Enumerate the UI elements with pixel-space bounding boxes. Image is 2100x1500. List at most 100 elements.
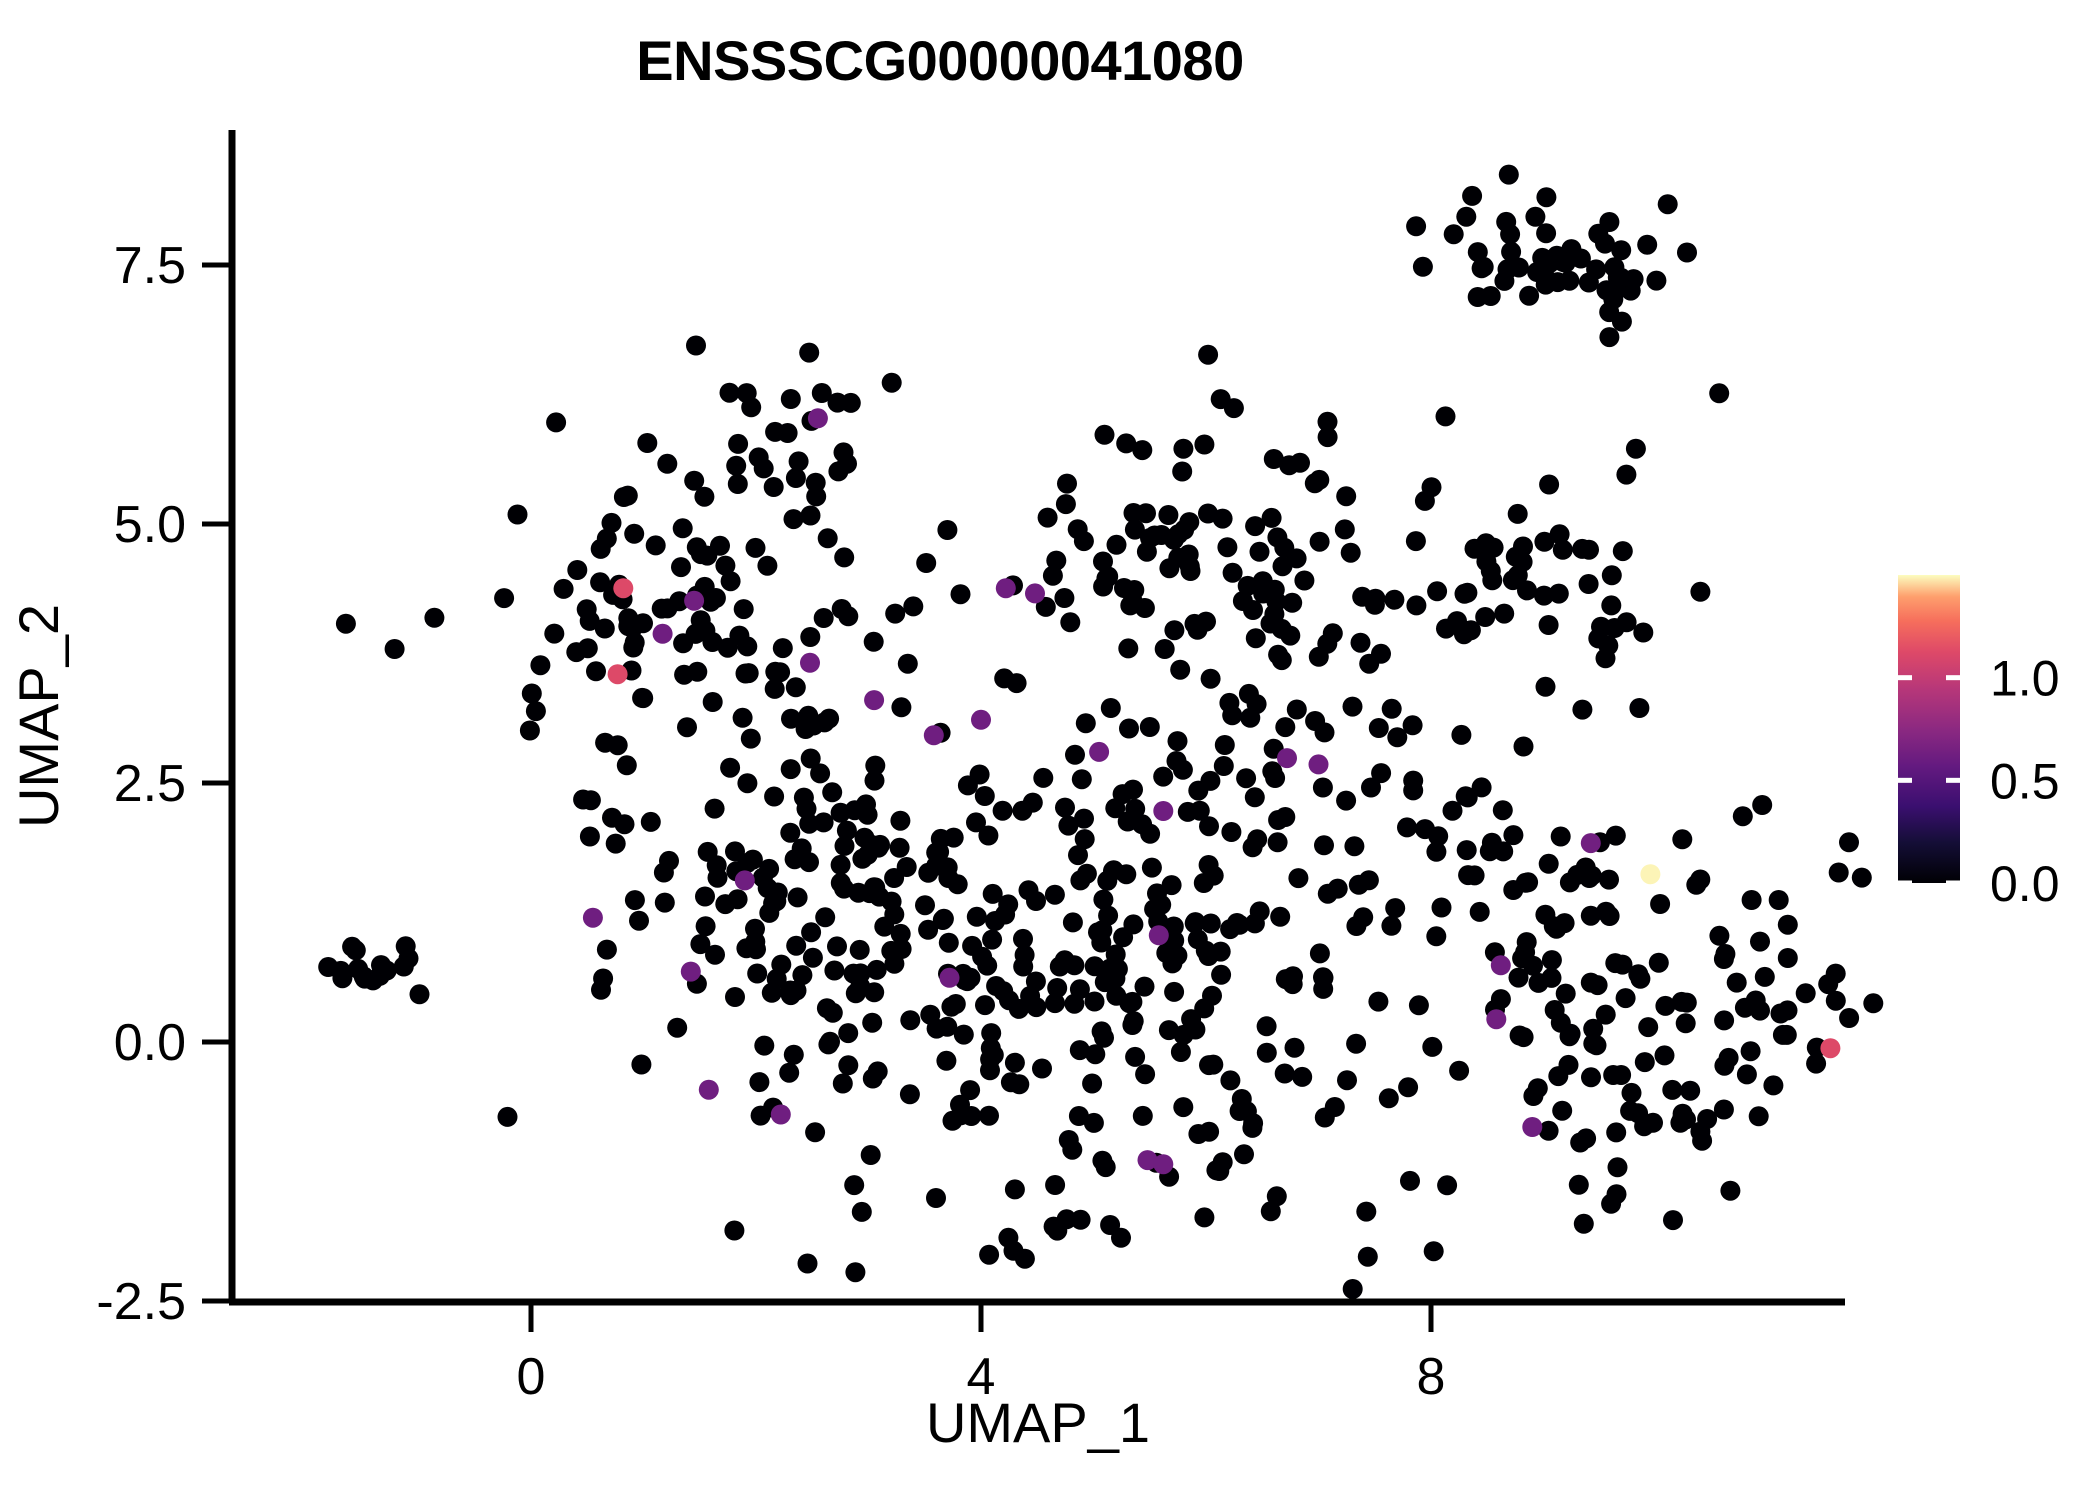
data-point: [1634, 1052, 1655, 1073]
data-point: [595, 732, 616, 753]
data-point: [1714, 1055, 1735, 1076]
data-point: [579, 826, 600, 847]
data-point: [845, 1262, 866, 1283]
colorbar-tick-label: 1.0: [1990, 651, 2060, 707]
data-point: [1621, 1082, 1642, 1103]
data-point: [810, 763, 831, 784]
data-point: [1141, 857, 1162, 878]
data-point: [1752, 795, 1773, 815]
data-point: [1136, 541, 1157, 562]
data-point: [530, 655, 551, 676]
data-point: [1475, 607, 1496, 627]
data-point: [1518, 872, 1539, 893]
data-point: [591, 979, 611, 1000]
data-point: [616, 755, 637, 776]
data-point: [1357, 1246, 1378, 1267]
data-point: [1188, 780, 1209, 801]
data-point: [1267, 832, 1288, 853]
data-point: [918, 862, 939, 883]
data-point: [671, 557, 691, 578]
data-point: [960, 967, 981, 988]
data-point: [938, 932, 959, 953]
data-point-expressing: [1277, 748, 1297, 769]
data-point: [1125, 1046, 1146, 1067]
data-point: [669, 591, 690, 612]
data-point: [1184, 913, 1205, 934]
data-point: [761, 982, 782, 1003]
data-point: [1342, 1279, 1363, 1299]
data-point: [753, 458, 774, 479]
data-point-expressing: [1820, 1038, 1841, 1059]
data-point: [1054, 588, 1075, 608]
data-point: [424, 607, 445, 628]
data-point: [672, 518, 693, 539]
data-point: [715, 894, 736, 915]
data-point: [657, 453, 678, 474]
data-point: [1403, 780, 1424, 801]
data-point: [1519, 285, 1540, 306]
x-tick-layer: 0 4 8: [517, 1302, 1445, 1406]
data-point: [640, 811, 661, 832]
data-point: [1203, 1054, 1224, 1075]
data-point: [596, 939, 617, 960]
data-point: [1049, 956, 1070, 977]
data-point: [553, 578, 574, 599]
data-point: [1568, 1174, 1589, 1195]
data-point: [1327, 878, 1348, 899]
data-point: [1153, 766, 1174, 787]
data-point: [1361, 777, 1381, 798]
data-point: [1195, 940, 1216, 961]
data-point: [1777, 948, 1798, 968]
data-point: [1378, 1088, 1399, 1109]
data-point-expressing: [684, 590, 705, 611]
data-point: [1690, 869, 1711, 890]
data-point: [822, 1002, 843, 1023]
data-point: [1460, 620, 1481, 641]
data-point: [1173, 438, 1194, 459]
data-point: [840, 392, 861, 413]
data-point: [695, 620, 716, 641]
data-point: [590, 538, 611, 559]
data-point: [342, 936, 363, 957]
data-point-expressing: [1153, 801, 1174, 821]
data-point-expressing: [1486, 1009, 1507, 1030]
data-point: [815, 907, 836, 928]
data-point: [1595, 233, 1615, 254]
data-point: [1154, 639, 1175, 659]
data-point-expressing: [613, 578, 634, 599]
data-point: [1358, 870, 1379, 891]
data-point-expressing: [807, 408, 828, 429]
data-point: [1064, 955, 1085, 976]
data-point-expressing: [1025, 583, 1045, 604]
data-point: [1245, 628, 1266, 649]
data-point: [1000, 1072, 1021, 1093]
data-point: [1825, 990, 1846, 1011]
data-point: [727, 474, 748, 494]
data-point: [1541, 950, 1562, 971]
data-point: [1046, 550, 1067, 571]
data-point: [881, 372, 902, 393]
data-point: [1611, 311, 1632, 332]
data-point: [1305, 711, 1326, 731]
data-point: [1558, 1054, 1579, 1075]
data-point: [1342, 696, 1363, 717]
data-point: [1426, 841, 1447, 862]
data-point: [1172, 461, 1193, 482]
data-point: [725, 841, 745, 862]
data-point: [1583, 1033, 1604, 1054]
data-point-expressing: [971, 709, 991, 730]
data-point: [1106, 534, 1127, 555]
data-point: [1611, 240, 1632, 261]
data-point: [966, 812, 986, 833]
data-point: [1261, 507, 1282, 528]
data-point: [992, 800, 1013, 821]
data-points-layer: [318, 164, 1884, 1299]
data-point: [1170, 659, 1191, 680]
data-point: [1312, 777, 1333, 798]
y-tick-layer: -2.5 0.0 2.5 5.0 7.5: [96, 237, 232, 1331]
data-point: [1734, 997, 1755, 1018]
data-point: [1573, 1213, 1594, 1234]
data-point: [763, 477, 784, 497]
data-point: [1777, 1000, 1798, 1021]
data-point: [926, 1188, 946, 1208]
